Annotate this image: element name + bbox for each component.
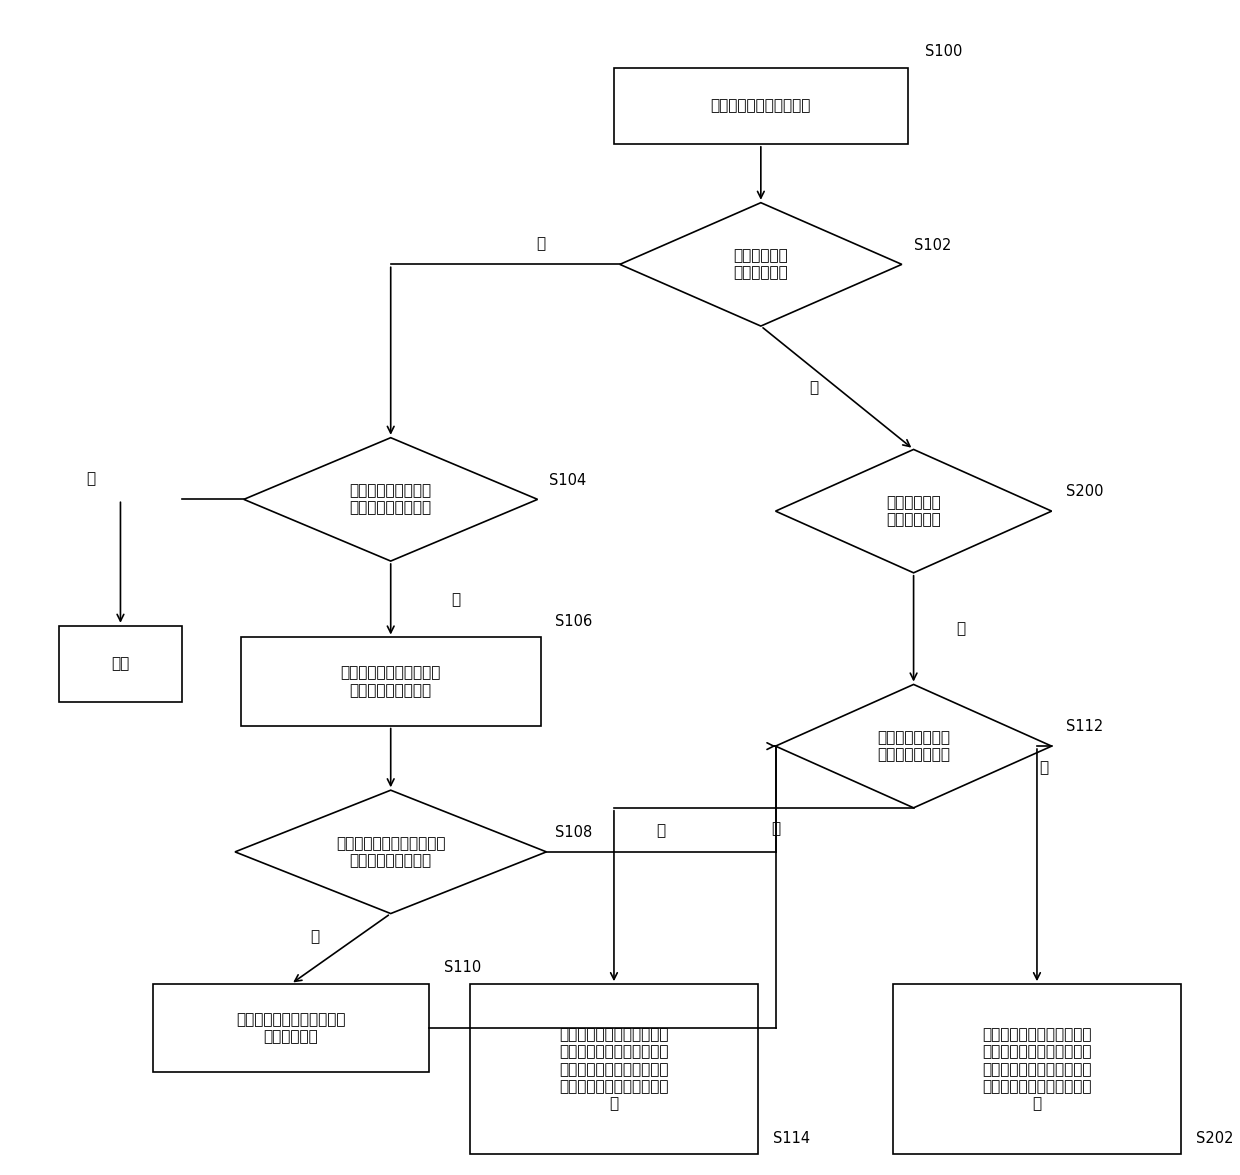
- FancyBboxPatch shape: [241, 637, 541, 725]
- FancyBboxPatch shape: [470, 985, 758, 1154]
- Text: 将汽车的循环模式自动切换
至内循环模式: 将汽车的循环模式自动切换 至内循环模式: [236, 1012, 346, 1045]
- Text: S202: S202: [1195, 1130, 1233, 1146]
- Polygon shape: [236, 790, 547, 914]
- Text: 获取车内温度和车外温度: 获取车内温度和车外温度: [711, 99, 811, 113]
- Text: S108: S108: [556, 825, 593, 840]
- FancyBboxPatch shape: [614, 67, 908, 145]
- Text: 是: 是: [310, 929, 319, 945]
- Text: S102: S102: [914, 237, 951, 253]
- Text: 车内温度与车外温度的温差
低于或等于预设温差: 车内温度与车外温度的温差 低于或等于预设温差: [336, 835, 445, 868]
- FancyBboxPatch shape: [58, 625, 182, 703]
- Text: 是: 是: [956, 622, 965, 636]
- Text: 结束: 结束: [112, 657, 130, 671]
- Text: 将汽车的循环模式自动切换
至外循环模式，外循环风门
开度满足第三开度阈值，第
三开度阈值小于第二开度阈
值: 将汽车的循环模式自动切换 至外循环模式，外循环风门 开度满足第三开度阈值，第 三…: [982, 1027, 1091, 1112]
- Text: 将所述汽车的循环模式自
动切换至外循环模式: 将所述汽车的循环模式自 动切换至外循环模式: [341, 665, 441, 698]
- Text: S200: S200: [1066, 484, 1104, 499]
- Text: 否: 否: [810, 381, 818, 395]
- FancyBboxPatch shape: [153, 985, 429, 1072]
- Text: 是: 是: [656, 824, 666, 838]
- Text: S114: S114: [773, 1130, 810, 1146]
- Text: S112: S112: [1066, 719, 1104, 734]
- Polygon shape: [775, 684, 1052, 808]
- Text: 是: 是: [771, 821, 780, 837]
- Text: 车外温度低于
第二预设温度: 车外温度低于 第二预设温度: [887, 495, 941, 528]
- Text: S100: S100: [925, 43, 962, 59]
- Text: 车内温度与车外温度
的温差高于预设温差: 车内温度与车外温度 的温差高于预设温差: [350, 483, 432, 516]
- Text: 车外温度高于
第一预设温度: 车外温度高于 第一预设温度: [734, 248, 789, 281]
- Text: 是: 是: [536, 236, 546, 250]
- Text: 车内二氧化碳浓度
高于预设浓度阈值: 车内二氧化碳浓度 高于预设浓度阈值: [877, 730, 950, 763]
- Text: S106: S106: [556, 613, 593, 629]
- Polygon shape: [244, 438, 538, 562]
- FancyBboxPatch shape: [893, 985, 1180, 1154]
- Polygon shape: [620, 202, 901, 325]
- Text: 否: 否: [87, 471, 95, 485]
- Text: 将汽车的循环模式自动切换
至外循环模式，外循环风门
开度满足第二开度阈值，第
二开度阈值小于第一开度阈
值: 将汽车的循环模式自动切换 至外循环模式，外循环风门 开度满足第二开度阈值，第 二…: [559, 1027, 668, 1112]
- Text: 是: 是: [1040, 760, 1049, 774]
- Text: S110: S110: [444, 960, 481, 975]
- Polygon shape: [775, 450, 1052, 573]
- Text: 是: 是: [451, 592, 460, 606]
- Text: S104: S104: [549, 472, 587, 488]
